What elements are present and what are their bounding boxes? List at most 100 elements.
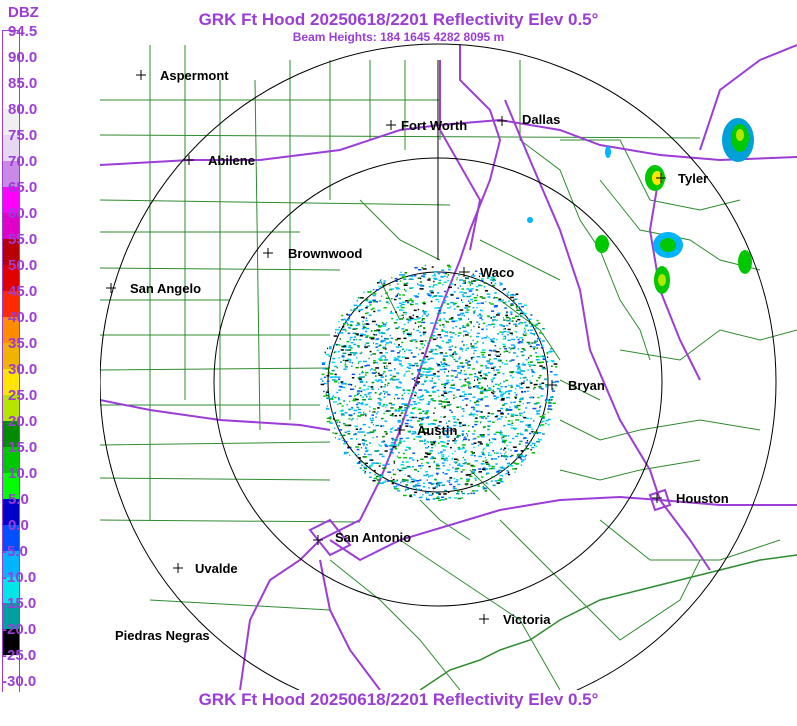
echo-pixel (421, 419, 423, 422)
echo-pixel (389, 431, 393, 433)
echo-pixel (406, 332, 410, 335)
echo-pixel (357, 402, 360, 404)
echo-pixel (455, 422, 458, 424)
echo-pixel (407, 392, 410, 395)
echo-pixel (408, 425, 412, 427)
echo-pixel (529, 365, 531, 367)
echo-pixel (503, 439, 507, 442)
echo-pixel (340, 319, 345, 321)
echo-pixel (334, 365, 337, 368)
echo-pixel (492, 450, 495, 452)
echo-pixel (456, 305, 460, 308)
echo-pixel (378, 281, 382, 283)
echo-pixel (360, 427, 362, 430)
echo-pixel (526, 402, 529, 404)
echo-pixel (507, 331, 511, 333)
echo-pixel (494, 323, 496, 326)
echo-pixel (462, 446, 465, 448)
echo-pixel (473, 312, 475, 315)
echo-pixel (436, 389, 440, 392)
echo-pixel (471, 443, 475, 445)
echo-pixel (364, 394, 367, 396)
echo-pixel (444, 473, 446, 475)
echo-pixel (412, 431, 417, 433)
echo-pixel (539, 355, 542, 358)
echo-pixel (325, 391, 328, 393)
echo-pixel (438, 481, 443, 484)
echo-pixel (424, 432, 429, 434)
echo-pixel (522, 415, 524, 418)
echo-pixel (509, 374, 512, 377)
echo-pixel (432, 286, 435, 288)
echo-pixel (452, 332, 455, 334)
echo-pixel (537, 396, 540, 399)
echo-pixel (461, 340, 464, 343)
echo-pixel (338, 320, 340, 323)
echo-pixel (349, 400, 351, 403)
echo-pixel (506, 462, 510, 465)
echo-pixel (481, 416, 484, 418)
echo-pixel (371, 336, 375, 339)
echo-pixel (454, 497, 457, 499)
echo-pixel (553, 374, 558, 376)
echo-pixel (385, 297, 390, 300)
echo-pixel (494, 282, 497, 285)
echo-pixel (322, 367, 326, 370)
echo-pixel (486, 389, 491, 391)
echo-pixel (509, 455, 512, 458)
echo-pixel (473, 349, 477, 352)
echo-pixel (434, 271, 437, 273)
echo-pixel (478, 275, 480, 278)
echo-pixel (355, 398, 359, 401)
echo-pixel (445, 490, 448, 493)
echo-pixel (400, 271, 402, 274)
echo-pixel (516, 433, 519, 435)
echo-pixel (338, 382, 340, 384)
echo-pixel (426, 474, 429, 476)
echo-pixel (516, 365, 520, 367)
echo-pixel (393, 462, 395, 464)
echo-pixel (438, 347, 443, 349)
echo-pixel (412, 391, 416, 393)
echo-pixel (444, 498, 447, 500)
echo-pixel (517, 408, 521, 411)
echo-pixel (491, 467, 493, 470)
echo-pixel (350, 309, 352, 311)
echo-pixel (542, 358, 545, 361)
legend-label: 25.0 (8, 387, 38, 404)
echo-pixel (328, 417, 332, 419)
echo-pixel (437, 370, 440, 373)
echo-pixel (392, 478, 395, 481)
echo-pixel (398, 326, 400, 328)
echo-pixel (522, 402, 524, 405)
echo-pixel (435, 298, 439, 301)
echo-pixel (502, 289, 505, 291)
echo-pixel (375, 462, 380, 464)
echo-pixel (363, 360, 367, 363)
echo-pixel (398, 363, 402, 365)
echo-pixel (448, 349, 452, 351)
echo-pixel (486, 444, 489, 446)
echo-pixel (390, 428, 393, 430)
echo-pixel (426, 412, 428, 415)
echo-pixel (473, 379, 476, 382)
echo-pixel (539, 415, 542, 418)
echo-pixel (472, 426, 474, 428)
echo-pixel (488, 336, 490, 339)
echo-pixel (446, 381, 450, 384)
echo-pixel (347, 349, 351, 351)
echo-pixel (356, 390, 361, 392)
echo-pixel (500, 385, 503, 388)
echo-pixel (427, 452, 432, 455)
echo-pixel (501, 455, 503, 457)
echo-pixel (378, 374, 383, 376)
echo-pixel (550, 365, 553, 367)
echo-pixel (357, 323, 361, 326)
echo-pixel (487, 412, 490, 414)
echo-pixel (425, 491, 430, 494)
echo-pixel (536, 413, 541, 415)
echo-pixel (456, 389, 461, 391)
echo-pixel (519, 432, 521, 435)
echo-pixel (434, 307, 439, 309)
echo-pixel (520, 458, 523, 460)
